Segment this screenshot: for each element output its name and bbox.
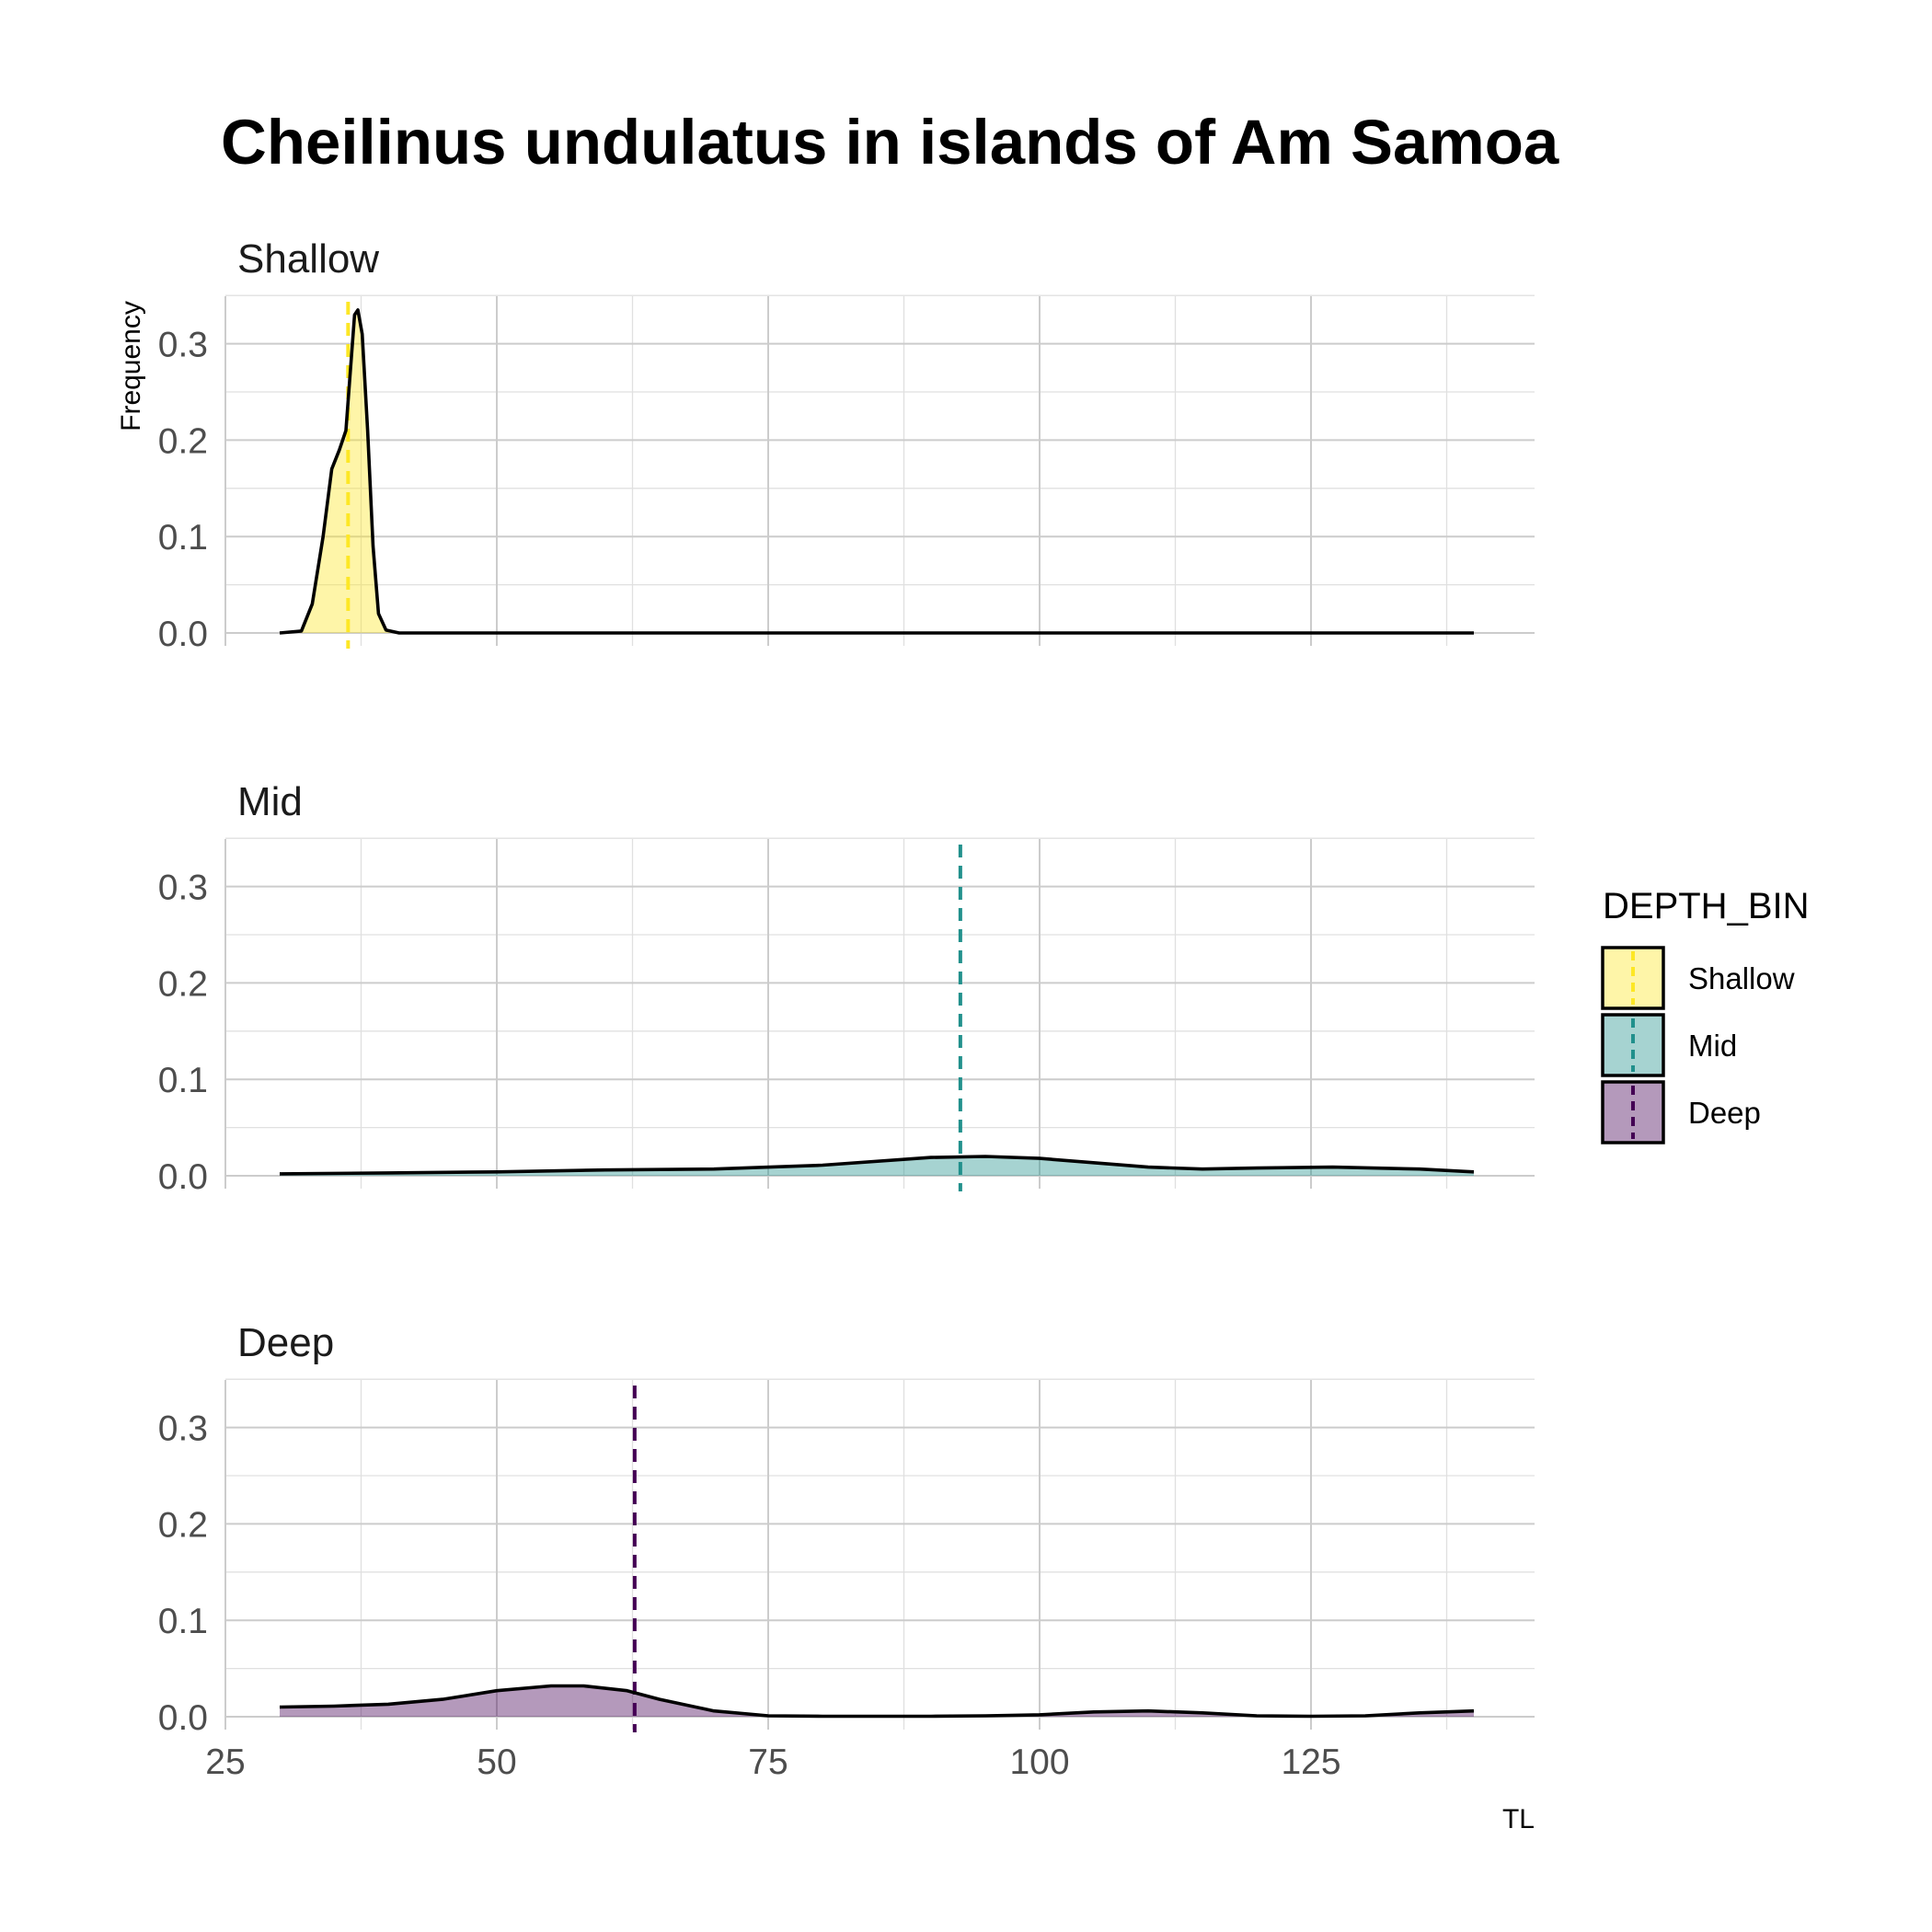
y-tick-label: 0.1	[158, 1602, 208, 1641]
y-tick-label: 0.0	[158, 1157, 208, 1197]
y-tick-label: 0.3	[158, 868, 208, 908]
legend-title: DEPTH_BIN	[1603, 886, 1810, 926]
facet-panels: Shallow 0.0 0.1 0.2 0.3 Mid 0.0 0.1 0.2 0.3 Deep 0.…	[158, 236, 1535, 1782]
y-tick-label: 0.2	[158, 964, 208, 1004]
x-tick-label: 100	[1009, 1742, 1069, 1782]
y-tick-label: 0.3	[158, 326, 208, 365]
legend: DEPTH_BIN Shallow Mid Deep	[1601, 886, 1810, 1144]
legend-item-deep: Deep	[1601, 1080, 1761, 1144]
y-tick-label: 0.2	[158, 421, 208, 461]
density-area-deep	[280, 1685, 1474, 1717]
y-tick-label: 0.2	[158, 1505, 208, 1545]
y-tick-label: 0.1	[158, 1061, 208, 1100]
strip-label-deep: Deep	[237, 1320, 334, 1365]
y-tick-label: 0.1	[158, 518, 208, 558]
panel-deep: Deep 0.0 0.1 0.2 0.3 25 50 75 100 125	[158, 1320, 1535, 1782]
y-tick-label: 0.0	[158, 615, 208, 654]
y-tick-label: 0.3	[158, 1409, 208, 1449]
x-tick-label: 25	[205, 1742, 245, 1782]
panel-mid: Mid 0.0 0.1 0.2 0.3	[158, 779, 1535, 1197]
density-line-deep	[279, 1684, 1475, 1719]
x-tick-label: 125	[1281, 1742, 1340, 1782]
density-line-mid	[279, 1155, 1475, 1176]
y-axis-label: Frequency	[116, 301, 146, 431]
x-tick-label: 75	[748, 1742, 788, 1782]
strip-label-shallow: Shallow	[237, 236, 379, 282]
legend-label-mid: Mid	[1688, 1029, 1737, 1063]
legend-item-shallow: Shallow	[1601, 946, 1795, 1010]
legend-label-shallow: Shallow	[1688, 961, 1795, 995]
legend-label-deep: Deep	[1688, 1096, 1761, 1130]
x-tick-label: 50	[477, 1742, 516, 1782]
y-tick-label: 0.0	[158, 1698, 208, 1738]
legend-keys: Shallow Mid Deep	[1601, 946, 1795, 1144]
x-axis-label: TL	[1502, 1804, 1535, 1834]
strip-label-mid: Mid	[237, 779, 303, 824]
panel-shallow: Shallow 0.0 0.1 0.2 0.3	[158, 236, 1535, 654]
legend-item-mid: Mid	[1601, 1013, 1737, 1077]
density-line-shallow	[279, 308, 1474, 635]
chart-title: Cheilinus undulatus in islands of Am Sam…	[221, 107, 1559, 178]
